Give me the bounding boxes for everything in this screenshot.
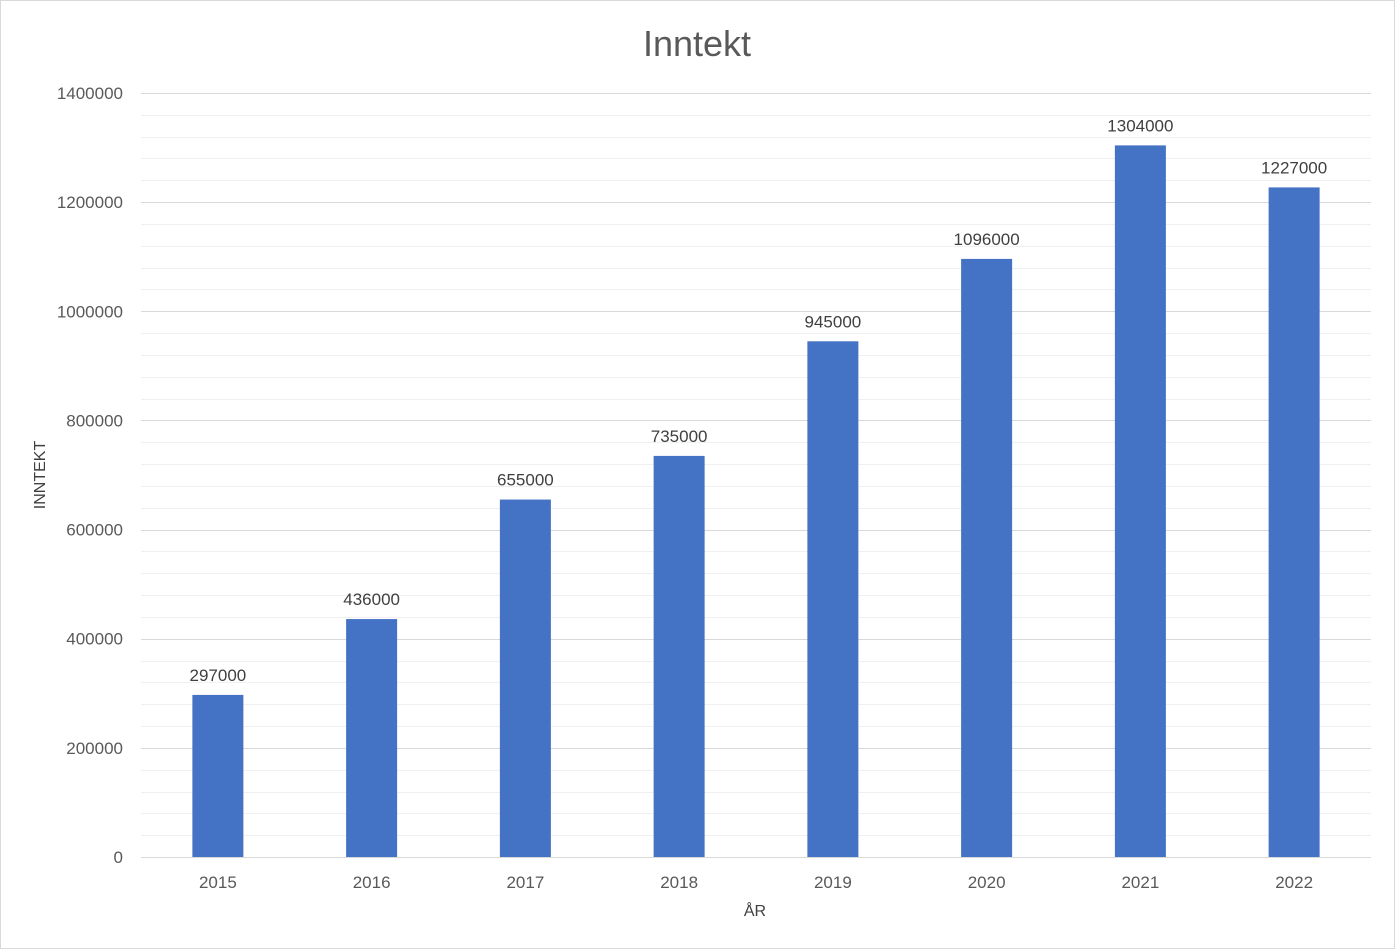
bar: [1114, 145, 1166, 858]
x-tick-label: 2016: [353, 873, 391, 892]
y-tick-label: 400000: [66, 630, 123, 649]
bar: [961, 258, 1013, 857]
chart-title: Inntekt: [643, 23, 751, 64]
x-tick-label: 2022: [1275, 873, 1313, 892]
y-axis-ticks: 0 200000 400000 600000 800000 1000000 1200000 1…: [57, 84, 123, 867]
bar: [653, 455, 705, 857]
data-labels: 297000 436000 655000 735000 945000 1096000 130…: [190, 116, 1328, 685]
x-tick-label: 2020: [968, 873, 1006, 892]
bar: [1268, 187, 1320, 857]
bar: [499, 499, 551, 857]
x-axis-ticks: 2015 2016 2017 2018 2019 2020 2021 2022: [199, 873, 1313, 892]
y-axis-title: INNTEKT: [32, 441, 49, 510]
y-tick-label: 1000000: [57, 302, 123, 321]
bar: [807, 341, 859, 857]
bar: [346, 619, 398, 857]
gridlines: [141, 93, 1371, 858]
x-tick-label: 2019: [814, 873, 852, 892]
x-tick-label: 2021: [1121, 873, 1159, 892]
x-tick-label: 2015: [199, 873, 237, 892]
data-label: 945000: [805, 312, 862, 331]
data-label: 297000: [190, 666, 247, 685]
x-tick-label: 2017: [506, 873, 544, 892]
data-label: 735000: [651, 427, 708, 446]
y-tick-label: 0: [114, 848, 123, 867]
y-tick-label: 1400000: [57, 84, 123, 103]
bars: [192, 145, 1320, 858]
x-axis-title: ÅR: [744, 901, 766, 920]
data-label: 1227000: [1261, 158, 1327, 177]
bar: [192, 694, 244, 857]
data-label: 1096000: [954, 230, 1020, 249]
data-label: 655000: [497, 471, 554, 490]
y-tick-label: 200000: [66, 739, 123, 758]
data-label: 436000: [343, 590, 400, 609]
y-tick-label: 1200000: [57, 193, 123, 212]
y-tick-label: 600000: [66, 521, 123, 540]
y-tick-label: 800000: [66, 411, 123, 430]
data-label: 1304000: [1107, 116, 1173, 135]
x-tick-label: 2018: [660, 873, 698, 892]
